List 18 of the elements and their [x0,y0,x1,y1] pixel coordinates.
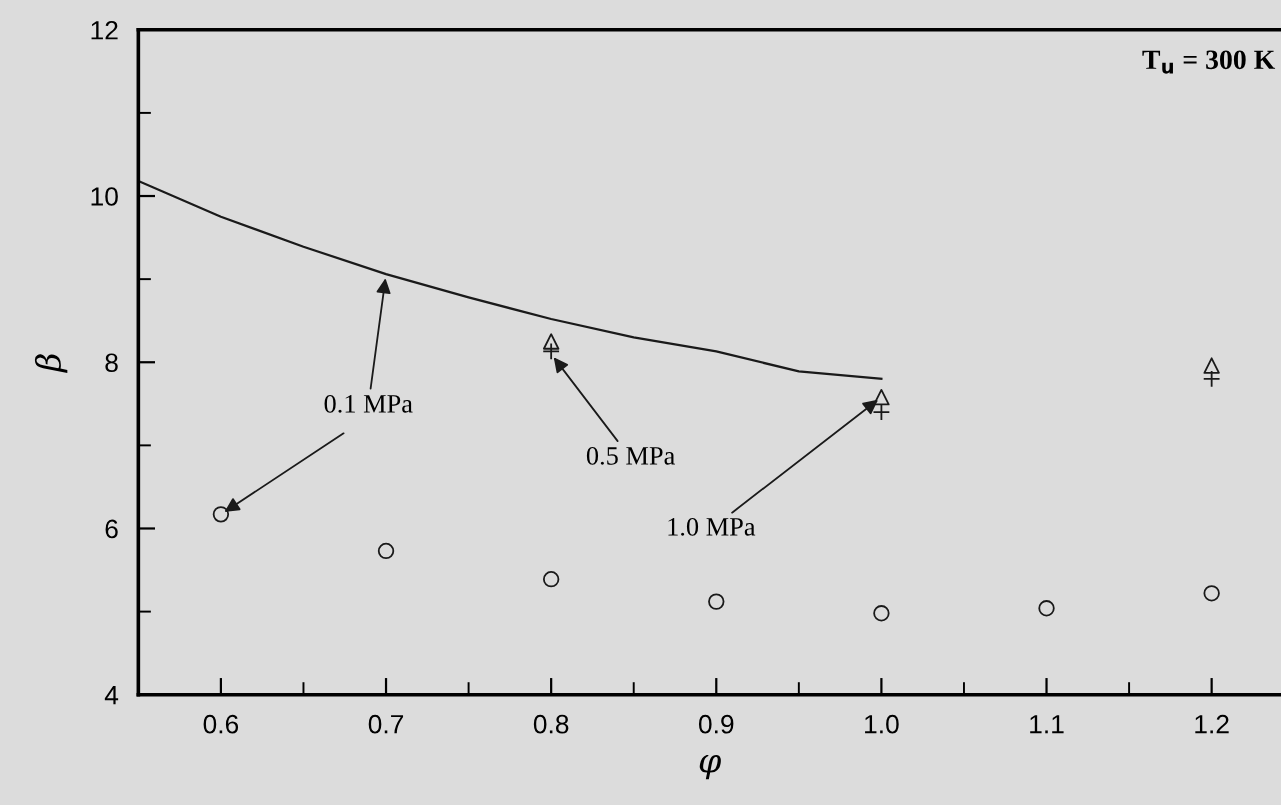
x-axis-title: φ [699,755,721,780]
x-tick-label: 0.8 [533,714,569,734]
annotation: 0.1 MPa [324,394,413,413]
annotation: 1.0 MPa [668,517,756,536]
x-tick-label: 1.0 [865,714,899,734]
y-tick-label: 4 [104,686,119,705]
annotation: T$_{u}$ = 300 K [1142,50,1276,74]
y-axis-title: β [34,354,68,373]
y-tick-label: 10 [91,187,118,206]
y-tick-label: 6 [105,519,118,539]
x-tick-label: 0.9 [698,714,734,734]
annotation: 0.5 MPa [586,446,675,465]
y-tick-label: 12 [91,20,118,40]
x-tick-label: 1.2 [1195,714,1229,734]
y-tick-label: 8 [105,353,118,373]
x-tick-label: 0.7 [368,714,404,734]
x-tick-label: 1.1 [1030,715,1064,734]
x-tick-label: 0.6 [203,714,239,734]
